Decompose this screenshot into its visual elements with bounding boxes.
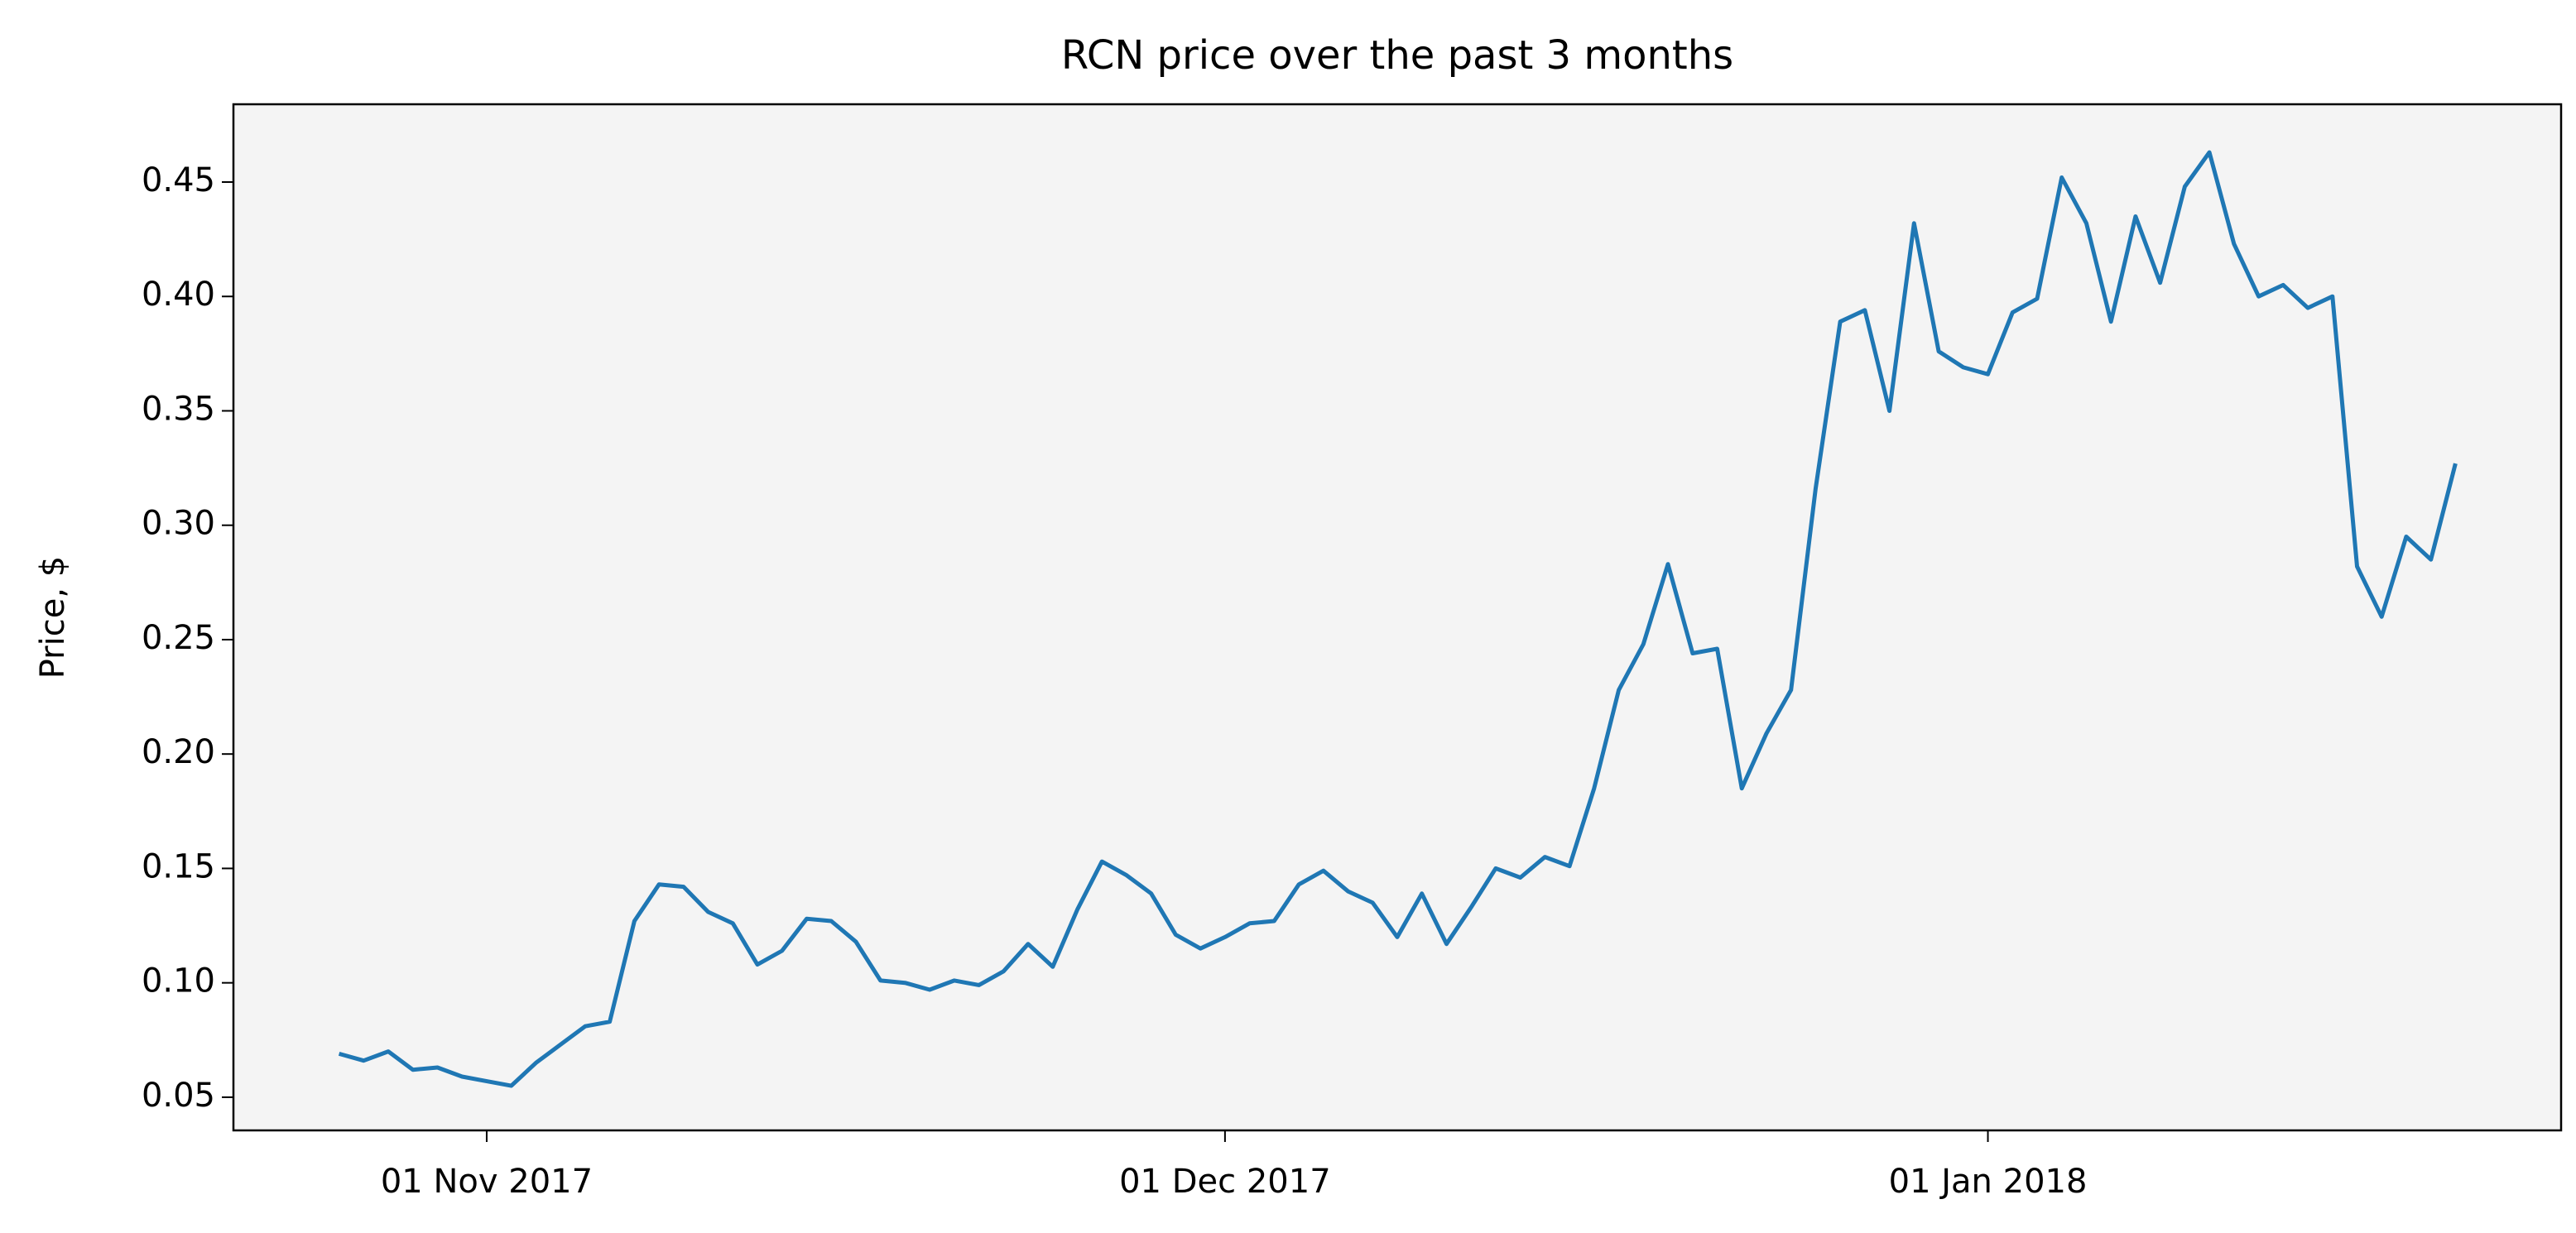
y-tick-label: 0.30 <box>142 505 215 543</box>
y-tick-label: 0.20 <box>142 733 215 771</box>
plot-area <box>233 104 2561 1130</box>
y-tick-label: 0.10 <box>142 962 215 1000</box>
x-tick-label: 01 Dec 2017 <box>1119 1163 1331 1201</box>
y-tick-label: 0.40 <box>142 276 215 314</box>
y-tick-label: 0.15 <box>142 847 215 885</box>
plot-frame <box>232 103 2563 1132</box>
y-tick-label: 0.05 <box>142 1077 215 1115</box>
price-line <box>338 150 2458 1088</box>
y-tick-label: 0.45 <box>142 161 215 199</box>
y-tick-label: 0.35 <box>142 390 215 428</box>
x-tick-label: 01 Jan 2018 <box>1889 1163 2088 1201</box>
y-tick-label: 0.25 <box>142 619 215 657</box>
chart-title: RCN price over the past 3 months <box>1061 32 1733 79</box>
y-axis-label: Price, $ <box>34 556 72 679</box>
x-tick-label: 01 Nov 2017 <box>381 1163 593 1201</box>
